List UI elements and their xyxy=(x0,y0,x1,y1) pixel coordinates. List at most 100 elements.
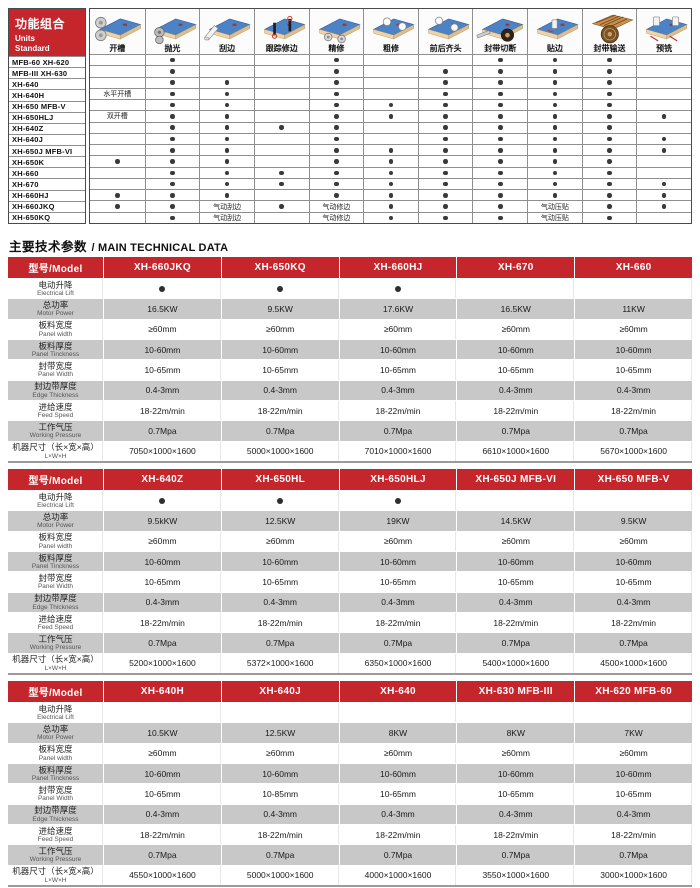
function-dot xyxy=(607,193,612,198)
spec-row-label-en: Panel width xyxy=(38,542,73,550)
matrix-cell: 气动刮边 xyxy=(199,211,254,223)
matrix-cell xyxy=(472,166,528,178)
matrix-cell xyxy=(636,189,691,201)
matrix-cell: 水平开槽 xyxy=(90,87,145,99)
matrix-cell xyxy=(90,132,145,144)
function-dot xyxy=(443,69,448,74)
matrix-column-header: 前后齐头 xyxy=(417,9,473,54)
spec-table-1: 型号/Model XH-660JKQ XH-650KQ XH-660HJ XH-670 X… xyxy=(8,257,692,463)
function-dot xyxy=(498,69,503,74)
spec-value-cell: 0.4-3mm xyxy=(104,592,221,612)
function-dot xyxy=(115,204,120,209)
matrix-cell xyxy=(253,189,309,201)
spec-row-label: 进给速度 Feed Speed xyxy=(8,401,103,421)
spec-row-label-en: Electrical Lift xyxy=(37,289,74,297)
spec-header-model: XH-640Z xyxy=(104,469,221,490)
matrix-cell xyxy=(144,155,200,167)
spec-row-label: 总功率 Motor Power xyxy=(8,723,103,743)
function-dot xyxy=(607,181,612,187)
function-dot xyxy=(224,114,230,119)
function-dot xyxy=(498,170,503,176)
spec-value-cell xyxy=(104,279,221,299)
matrix-cell xyxy=(144,65,200,77)
spec-row-label: 工作气压 Working Pressure xyxy=(8,421,103,441)
matrix-cell xyxy=(308,166,364,178)
spec-value-cell: 0.7Mpa xyxy=(104,633,221,653)
matrix-cell xyxy=(417,110,473,122)
function-dot xyxy=(661,193,667,198)
spec-value-cell xyxy=(575,703,692,723)
matrix-cell xyxy=(527,189,582,201)
function-dot xyxy=(552,181,558,187)
spec-value-cell: 18-22m/min xyxy=(221,401,339,421)
matrix-model-label: XH-640 xyxy=(9,78,85,89)
spec-row-label: 封带宽度 Panel Width xyxy=(8,572,103,592)
spec-value-cell: ≥60mm xyxy=(457,743,575,763)
matrix-cell xyxy=(90,65,145,76)
matrix-model-label: XH-650K xyxy=(9,156,85,167)
spec-value-cell: 10-65mm xyxy=(457,572,575,592)
spec-value-cell: 0.7Mpa xyxy=(221,421,339,441)
spec-header-model: XH-660JKQ xyxy=(104,257,221,278)
spec-row-label-zh: 封带宽度 xyxy=(38,785,73,795)
function-dot xyxy=(607,125,612,130)
spec-value-cell: 18-22m/min xyxy=(457,401,575,421)
matrix-cell xyxy=(90,166,145,178)
matrix-corner-header: 功能组合 Units Standard xyxy=(9,9,85,56)
matrix-cell xyxy=(417,200,473,212)
spec-value-cell: 10-60mm xyxy=(221,764,339,784)
matrix-cell xyxy=(472,155,528,167)
spec-header-model: XH-650J MFB-VI xyxy=(457,469,575,490)
function-dot xyxy=(443,136,448,142)
function-dot xyxy=(607,170,612,176)
matrix-column-label: 跟踪修边 xyxy=(265,44,298,53)
spec-value-cell: 10-65mm xyxy=(575,784,692,804)
spec-row-label-en: L×W×H xyxy=(44,452,67,460)
spec-value-cell: 0.7Mpa xyxy=(457,845,575,865)
function-dot xyxy=(388,215,394,221)
function-dot xyxy=(279,170,284,176)
spec-value-cell: 18-22m/min xyxy=(104,825,221,845)
spec-value-cell: 18-22m/min xyxy=(457,613,575,633)
function-dot xyxy=(388,159,394,164)
function-dot xyxy=(443,193,448,198)
spec-value-cell: 16.5KW xyxy=(104,299,221,319)
spec-value-cell: 0.4-3mm xyxy=(575,804,692,824)
function-dot xyxy=(224,159,230,164)
spec-value-cell: ≥60mm xyxy=(457,531,575,551)
function-dot xyxy=(224,181,230,187)
matrix-cell xyxy=(363,211,418,223)
function-dot xyxy=(661,114,667,119)
spec-row-label-en: Panel width xyxy=(38,330,73,338)
function-dot xyxy=(334,57,339,63)
function-dot xyxy=(552,69,558,74)
function-dot xyxy=(334,114,339,119)
function-dot xyxy=(661,204,667,209)
matrix-cell xyxy=(417,155,473,167)
spec-header-model: XH-640J xyxy=(221,681,339,702)
matrix-cell xyxy=(472,54,528,66)
matrix-column-label: 开槽 xyxy=(109,44,126,53)
spec-value-cell: 10-60mm xyxy=(221,552,339,572)
matrix-column-label: 封带输送 xyxy=(593,44,626,53)
matrix-model-label: XH-650HLJ xyxy=(9,111,85,123)
spec-value-cell: 5670×1000×1600 xyxy=(575,441,692,461)
matrix-cell xyxy=(472,200,528,212)
spec-row-label-en: Edge Thickness xyxy=(32,391,79,399)
matrix-cell xyxy=(363,76,418,88)
matrix-cell xyxy=(253,211,309,223)
matrix-column-label: 精修 xyxy=(328,44,345,53)
matrix-cell: 气动压贴 xyxy=(527,211,582,223)
matrix-cell xyxy=(581,211,637,223)
matrix-cell xyxy=(363,121,418,133)
matrix-column-header: 封带切断 xyxy=(472,9,528,54)
function-dot xyxy=(498,91,503,97)
spec-row-label-zh: 机器尺寸（长×宽×高） xyxy=(12,866,99,877)
matrix-cell xyxy=(253,121,309,133)
spec-value-cell: 11KW xyxy=(575,299,692,319)
tape-feeding-icon xyxy=(591,14,634,44)
spec-value-cell: 10-65mm xyxy=(457,360,575,380)
spec-row-label-zh: 电动升降 xyxy=(38,491,73,502)
spec-value-cell: ≥60mm xyxy=(221,531,339,551)
function-dot xyxy=(334,181,339,187)
